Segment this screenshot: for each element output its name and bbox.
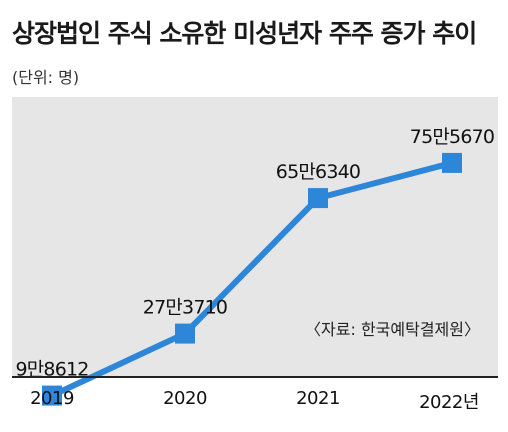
data-label-2019: 9만8612 xyxy=(15,359,88,381)
data-label-2022: 75만5670 xyxy=(410,126,494,148)
x-tick-2020: 2020 xyxy=(163,388,207,409)
data-label-2021: 65만6340 xyxy=(276,161,360,183)
series-line xyxy=(50,160,453,399)
plot-background xyxy=(12,97,498,376)
x-axis-line xyxy=(12,376,498,378)
unit-label: (단위: 명) xyxy=(12,68,80,87)
source-note: 〈자료: 한국예탁결제원〉 xyxy=(305,320,480,339)
data-point-2021 xyxy=(308,188,328,209)
x-tick-2022: 2022년 xyxy=(419,392,479,413)
data-point-2020 xyxy=(175,323,195,344)
x-tick-2021: 2021 xyxy=(296,388,340,409)
data-point-2022 xyxy=(442,152,462,173)
data-label-2020: 27만3710 xyxy=(143,297,227,319)
chart-title: 상장법인 주식 소유한 미성년자 주주 증가 추이 xyxy=(12,19,477,48)
data-point-2019 xyxy=(42,385,62,406)
x-tick-2019: 2019 xyxy=(30,388,74,409)
